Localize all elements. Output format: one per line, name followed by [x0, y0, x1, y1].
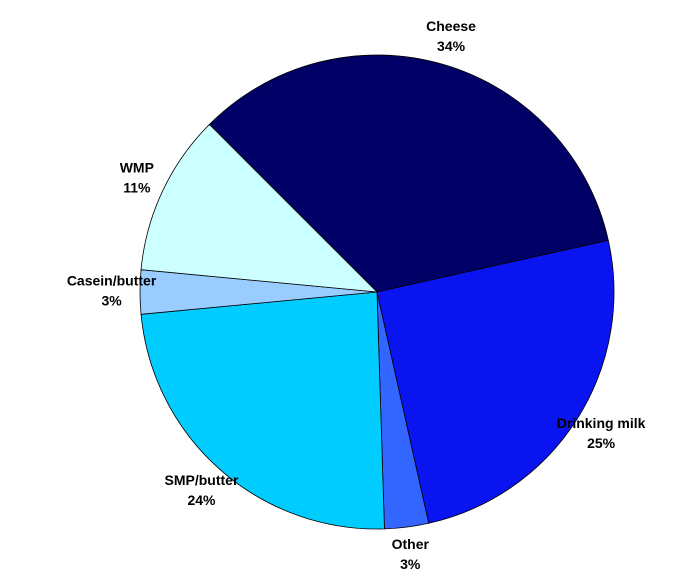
- slice-label: WMP: [120, 160, 154, 176]
- slice-value-label: 24%: [187, 492, 216, 508]
- slice-value-label: 34%: [437, 38, 466, 54]
- slice-label: Cheese: [426, 18, 476, 34]
- slice-label: SMP/butter: [165, 472, 239, 488]
- slice-value-label: 3%: [101, 293, 122, 309]
- slice-value-label: 25%: [587, 435, 616, 451]
- pie-slice: [140, 123, 379, 293]
- slice-value-label: 3%: [400, 556, 421, 572]
- slice-label: Drinking milk: [557, 415, 646, 431]
- slice-label: Other: [392, 536, 430, 552]
- pie-slice: [376, 239, 615, 524]
- pie-slice: [208, 54, 609, 293]
- slice-value-label: 11%: [123, 180, 151, 196]
- pie-slice: [140, 291, 385, 530]
- slice-label: Casein/butter: [67, 273, 157, 289]
